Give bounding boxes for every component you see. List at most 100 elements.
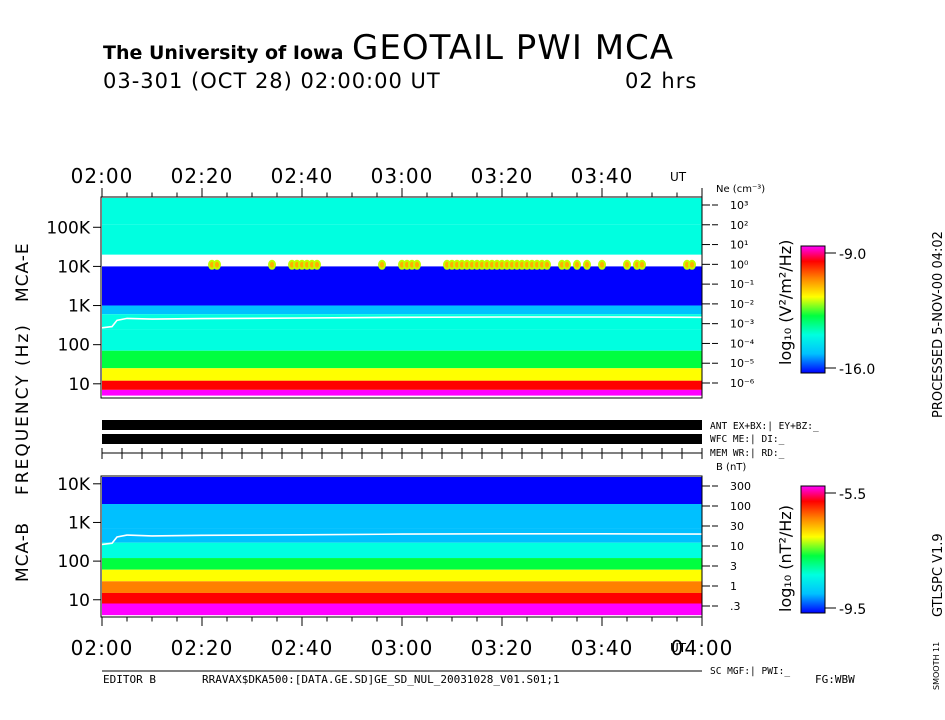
emission-core-36 [565, 261, 569, 268]
spectral-band-5 [102, 329, 702, 351]
emission-core-42 [640, 261, 644, 268]
mca-e-frequency-axis: 100K 10K 1K 100 10 [46, 218, 101, 395]
right-label-2: 30 [730, 520, 744, 533]
wfc-status-bar [102, 434, 702, 444]
right-label-5: 10⁻² [730, 298, 754, 311]
spectral-band-3 [102, 542, 702, 559]
time-label-5: 03:40 [571, 164, 634, 188]
time-label-4: 03:20 [471, 636, 534, 660]
freq-label-1: 10K [57, 257, 91, 277]
right-label-8: 10⁻⁵ [730, 357, 754, 370]
spectral-band-9 [102, 389, 702, 396]
emission-core-19 [470, 261, 474, 268]
emission-core-38 [585, 261, 589, 268]
spectral-band-1 [102, 504, 702, 529]
status-line-wfc: WFC ME:| DI:_ [710, 434, 785, 445]
footer-path: RRAVAX$DKA500:[DATA.GE.SD]GE_SD_NUL_2003… [202, 673, 560, 686]
time-label-3: 03:00 [371, 636, 434, 660]
spectral-band-2 [102, 266, 702, 306]
mca-b-colorbar [800, 485, 826, 614]
version-label: GTLSPC V1.9 [931, 533, 945, 617]
emission-core-20 [475, 261, 479, 268]
mca-e-colorbar-max: -9.0 [839, 247, 866, 263]
spectral-band-3 [102, 305, 702, 315]
mca-e-right-axis-label: Ne (cm⁻³) [716, 184, 765, 195]
right-label-2: 10¹ [730, 239, 748, 252]
duration-label: 02 hrs [625, 69, 697, 93]
mca-b-right-axis-label: B (nT) [716, 462, 746, 473]
spectral-band-0 [102, 477, 702, 505]
emission-core-32 [535, 261, 539, 268]
emission-core-25 [500, 261, 504, 268]
emission-core-18 [465, 261, 469, 268]
spectral-band-2 [102, 528, 702, 543]
right-label-3: 10⁰ [730, 258, 749, 271]
right-label-1: 10² [730, 219, 748, 232]
time-label-1: 02:20 [171, 164, 234, 188]
time-label-2: 02:40 [271, 636, 334, 660]
emission-core-31 [530, 261, 534, 268]
smooth-label: SMOOTH 11 [932, 642, 941, 690]
bottom-time-unit: UT [670, 641, 687, 655]
emission-core-0 [210, 261, 214, 268]
freq-label-2: 1K [68, 297, 91, 317]
emission-core-44 [690, 261, 694, 268]
footer-editor: EDITOR B [103, 673, 156, 686]
time-label-3: 03:00 [371, 164, 434, 188]
emission-core-21 [480, 261, 484, 268]
emission-core-8 [315, 261, 319, 268]
emission-core-13 [415, 261, 419, 268]
emission-core-41 [635, 261, 639, 268]
time-label-1: 02:20 [171, 636, 234, 660]
mca-b-colorbar-min: -9.5 [839, 602, 866, 618]
date-line: 03-301 (OCT 28) 02:00:00 UT [103, 69, 441, 93]
emission-core-27 [510, 261, 514, 268]
right-label-9: 10⁻⁶ [730, 377, 755, 390]
emission-core-33 [540, 261, 544, 268]
emission-core-40 [625, 261, 629, 268]
freq-label-0: 100K [46, 218, 90, 238]
mca-e-frame [100, 196, 703, 399]
emission-core-4 [295, 261, 299, 268]
emission-core-22 [485, 261, 489, 268]
top-time-unit: UT [670, 170, 687, 184]
spectral-band-5 [102, 569, 702, 582]
mca-b-field-trace [101, 533, 703, 546]
right-label-4: 10⁻¹ [730, 278, 754, 291]
top-time-axis: 02:00 02:20 02:40 03:00 03:20 03:40 [71, 164, 703, 197]
time-label-6: 04:00 [671, 636, 734, 660]
time-label-2: 02:40 [271, 164, 334, 188]
freq-label-0: 10K [57, 475, 91, 495]
ant-status-bar [102, 420, 702, 430]
figure-title: GEOTAIL PWI MCA [352, 28, 674, 68]
spectral-band-0 [102, 198, 702, 225]
emission-core-28 [515, 261, 519, 268]
mca-b-frequency-axis: 10K 1K 100 10 [57, 475, 101, 611]
time-label-4: 03:20 [471, 164, 534, 188]
mem-status-ticks [101, 448, 703, 459]
mca-e-spectrogram [100, 196, 703, 399]
emission-core-10 [400, 261, 404, 268]
mca-b-colorbar-label: log₁₀ (nT²/Hz) [776, 505, 795, 612]
institution-name: The University of Iowa [103, 42, 343, 64]
emission-core-2 [270, 261, 274, 268]
freq-label-3: 100 [58, 336, 90, 356]
emission-core-15 [450, 261, 454, 268]
emission-core-29 [520, 261, 524, 268]
emission-core-1 [215, 261, 219, 268]
mca-e-colorbar-label: log₁₀ (V²/m²/Hz) [776, 240, 795, 365]
freq-label-4: 10 [68, 375, 90, 395]
right-label-3: 10 [730, 540, 744, 553]
mca-e-density-trace [101, 316, 703, 329]
mca-e-colorbar-min: -16.0 [839, 362, 875, 378]
mca-e-label: MCA-E [13, 242, 33, 302]
right-label-7: 10⁻⁴ [730, 337, 755, 350]
emission-core-12 [410, 261, 414, 268]
footer-fg: FG:WBW [815, 673, 855, 686]
spectral-band-7 [102, 368, 702, 381]
status-line-ant: ANT EX+BX:| EY+BZ:_ [710, 421, 819, 432]
spectral-band-6 [102, 350, 702, 369]
spectral-band-6 [102, 581, 702, 593]
spectral-band-8 [102, 380, 702, 390]
